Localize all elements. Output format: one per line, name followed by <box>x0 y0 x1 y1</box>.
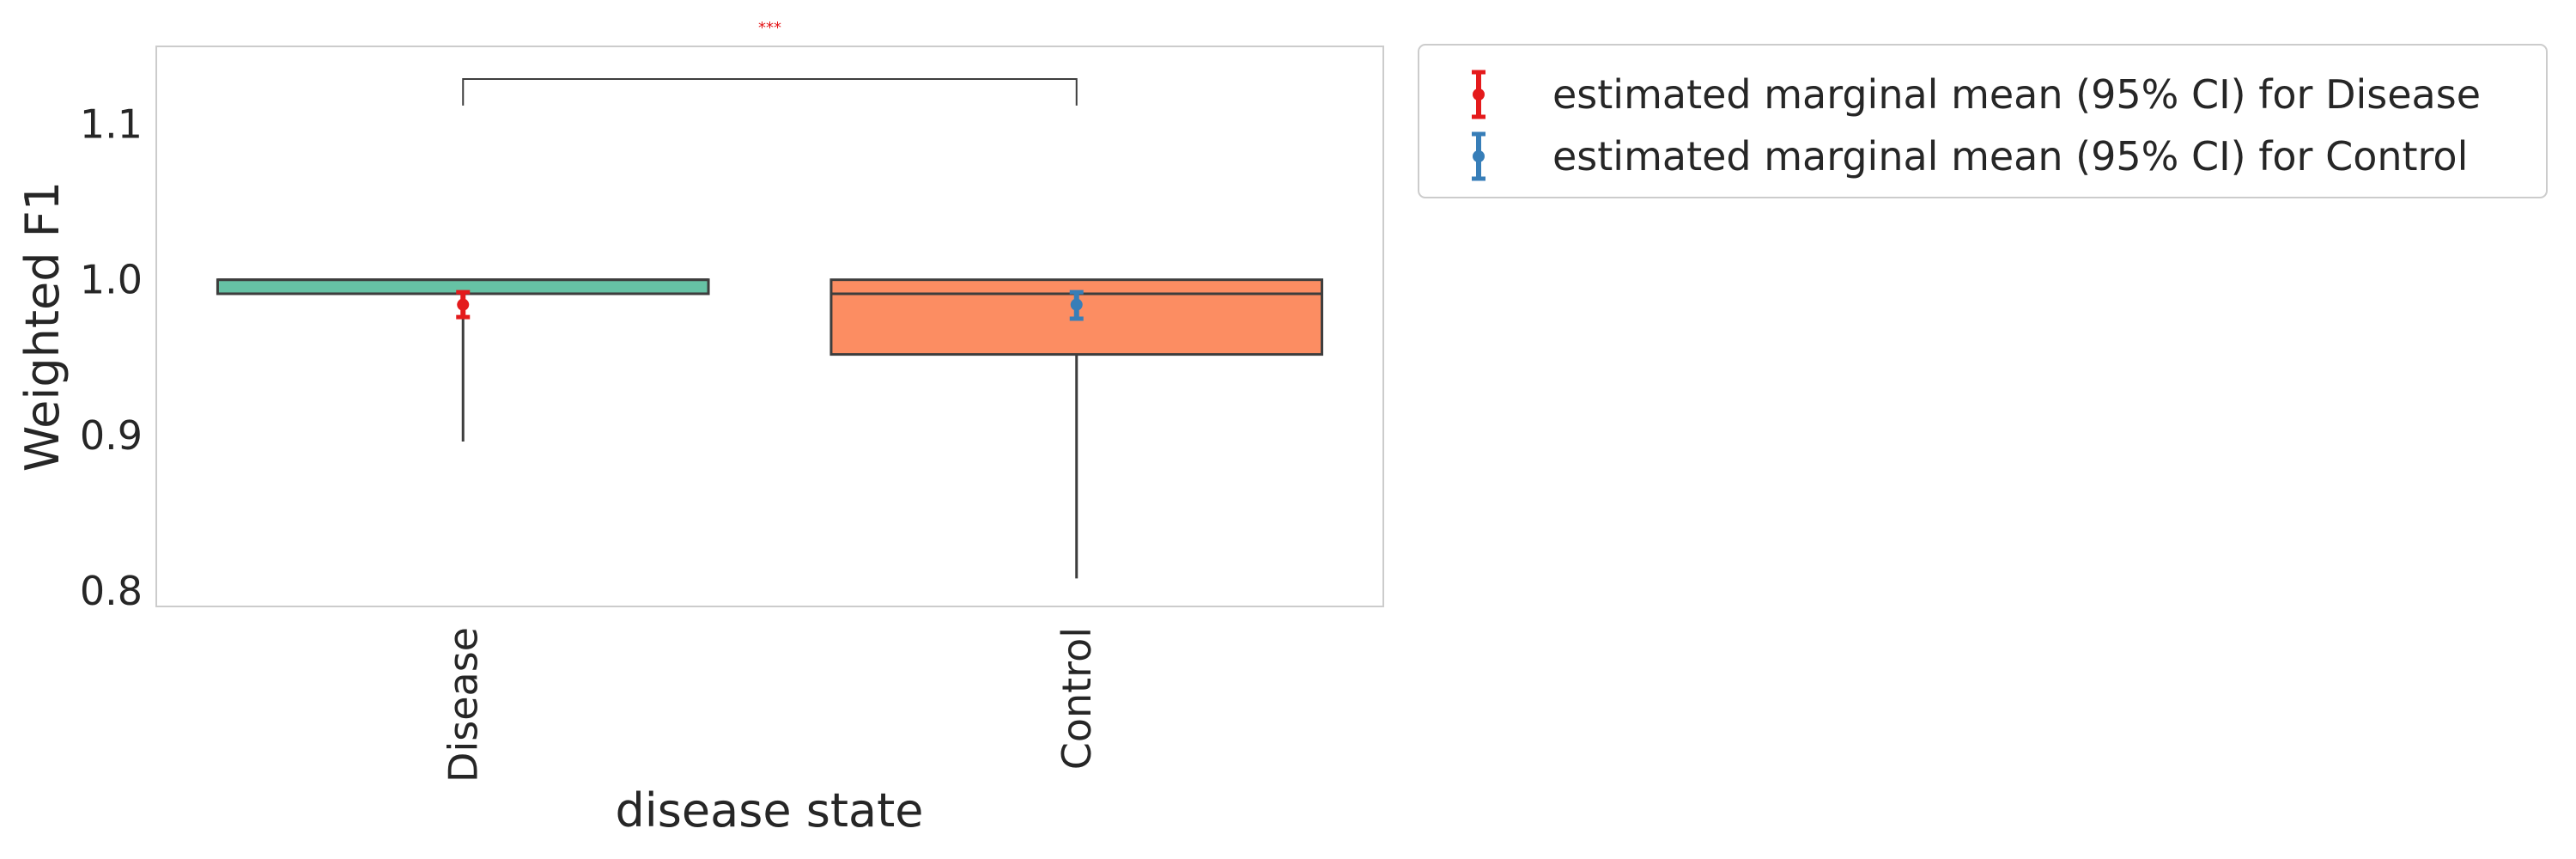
y-tick-label: 0.9 <box>80 412 143 459</box>
legend-marker-point <box>1473 88 1485 101</box>
y-axis-label: Weighted F1 <box>15 181 70 472</box>
significance-bracket: *** <box>462 19 1078 106</box>
x-axis-ticks: Disease Control <box>440 627 1100 783</box>
bracket-line <box>462 78 1078 106</box>
emm-points <box>456 289 1084 321</box>
x-axis-label: disease state <box>615 783 923 838</box>
y-axis-ticks: 0.8 0.9 1.0 1.1 <box>80 101 143 614</box>
legend-marker-point <box>1473 150 1485 162</box>
significance-label: *** <box>758 19 781 37</box>
y-tick-label: 1.0 <box>80 257 143 303</box>
emm-point <box>457 298 470 311</box>
x-tick-label: Disease <box>440 627 486 783</box>
emm-point <box>1070 298 1083 311</box>
legend-label: estimated marginal mean (95% CI) for Con… <box>1552 133 2468 180</box>
legend-frame <box>1418 44 2548 198</box>
legend: estimated marginal mean (95% CI) for Dis… <box>1418 44 2548 198</box>
y-tick-label: 0.8 <box>80 568 143 614</box>
x-tick-label: Control <box>1054 627 1100 770</box>
y-tick-label: 1.1 <box>80 101 143 148</box>
legend-label: estimated marginal mean (95% CI) for Dis… <box>1552 71 2481 118</box>
